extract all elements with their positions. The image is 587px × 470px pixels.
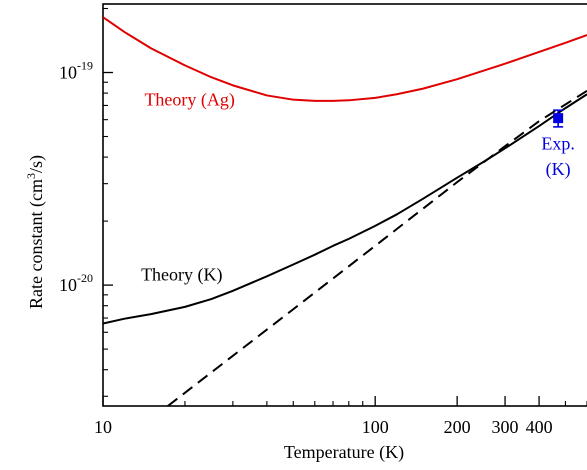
y-tick-label: 10-20 [59,271,93,295]
annotation-label: Theory (Ag) [144,89,234,110]
annotation-label: (K) [546,159,571,180]
annotation-label: Theory (K) [141,265,222,286]
annotation-label: Exp. [541,133,575,153]
x-tick-label: 10 [94,417,112,437]
series-line-theory-k [103,93,587,325]
series-group [103,16,587,406]
y-tick-label-exponent: -20 [77,271,93,285]
series-dashed-line [167,89,587,406]
x-axis-label: Temperature (K) [284,442,404,463]
x-tick-label: 200 [444,417,471,437]
x-tick-label: 400 [526,417,553,437]
plot-frame [102,3,587,407]
series-line-theory-ag [103,16,587,102]
x-tick-label: 100 [362,417,389,437]
y-axis-label: Rate constant (cm3/s) [24,155,47,309]
y-tick-label-base: 10 [59,63,77,83]
y-tick-label-exponent: -19 [77,59,93,73]
svg-text:Rate constant (cm3/s): Rate constant (cm3/s) [24,155,47,309]
experiment-point [553,113,564,124]
x-tick-label: 300 [492,417,519,437]
y-tick-label-base: 10 [59,275,77,295]
y-axis-label-tail: /s) [26,155,47,173]
y-axis-label-main: Rate constant (cm [26,179,47,309]
y-axis-label-sup: 3 [24,173,38,179]
y-tick-label: 10-19 [59,59,93,83]
